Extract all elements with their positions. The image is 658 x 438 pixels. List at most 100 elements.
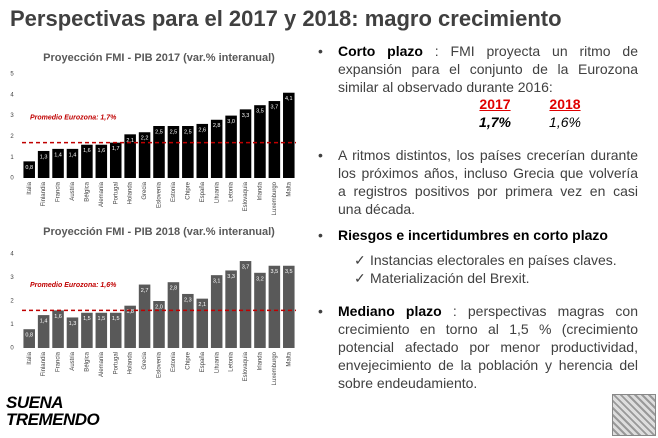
bar xyxy=(109,142,122,178)
bar xyxy=(66,317,79,348)
value-label: 0,8 xyxy=(25,165,33,171)
chart-title: Proyección FMI - PIB 2018 (var.% interan… xyxy=(43,226,275,238)
value-label: 1,6 xyxy=(83,148,91,154)
x-tick-label: Irlanda xyxy=(258,181,264,200)
value-label: 2,8 xyxy=(213,123,221,129)
value-label: 1,7 xyxy=(112,146,120,152)
forecast-value: 1,7% xyxy=(479,114,511,130)
value-label: 2,7 xyxy=(141,288,149,294)
value-label: 1,6 xyxy=(54,314,62,320)
sub-item: Instancias electorales en países claves. xyxy=(354,252,617,269)
value-label: 3,2 xyxy=(256,276,264,282)
x-tick-label: Irlanda xyxy=(258,351,264,370)
x-tick-label: Portugal xyxy=(113,352,119,374)
bar xyxy=(167,126,180,178)
bullet-text: : perspectivas magras con crecimiento en… xyxy=(338,303,638,391)
sub-item: Materialización del Brexit. xyxy=(354,270,529,287)
y-tick-label: 2 xyxy=(10,299,14,305)
y-tick-label: 3 xyxy=(10,113,14,119)
y-tick-label: 0 xyxy=(10,346,14,352)
bar xyxy=(153,126,165,178)
bar xyxy=(124,305,136,348)
x-tick-label: Italia xyxy=(27,181,33,194)
bar xyxy=(210,119,223,178)
value-label: 1,8 xyxy=(126,309,134,315)
value-label: 3,7 xyxy=(242,265,250,271)
y-tick-label: 5 xyxy=(10,72,14,78)
bullet: A ritmos distintos, los países crecerían… xyxy=(318,146,638,218)
value-label: 3,1 xyxy=(213,279,221,285)
x-tick-label: Eslovaquia xyxy=(243,181,249,211)
y-tick-label: 3 xyxy=(10,275,14,281)
x-tick-label: Francia xyxy=(56,181,62,202)
bar xyxy=(283,92,295,178)
x-tick-label: Estonia xyxy=(171,181,177,202)
bar xyxy=(138,284,151,348)
bar xyxy=(109,312,122,348)
bar xyxy=(37,150,50,178)
x-tick-label: Francia xyxy=(56,351,62,372)
bullet-term: Riesgos e incertidumbres en corto plazo xyxy=(338,227,608,243)
average-label: Promedio Eurozona: 1,7% xyxy=(30,114,117,121)
value-label: 2,1 xyxy=(198,302,206,308)
x-tick-label: Portugal xyxy=(113,182,119,204)
bullet-term: Corto plazo xyxy=(338,43,423,59)
bullet: Corto plazo : FMI proyecta un ritmo de e… xyxy=(318,42,638,96)
value-label: 1,5 xyxy=(83,316,91,322)
bar xyxy=(225,115,237,178)
value-label: 4,1 xyxy=(285,96,293,102)
value-label: 2,5 xyxy=(170,129,178,135)
bar xyxy=(81,312,93,348)
value-label: 3,5 xyxy=(271,269,279,275)
chart-title: Proyección FMI - PIB 2017 (var.% interan… xyxy=(43,52,275,64)
bar xyxy=(95,144,108,178)
x-tick-label: Austria xyxy=(70,181,76,200)
y-tick-label: 2 xyxy=(10,134,14,140)
bar xyxy=(254,272,266,348)
forecast-value: 1,6% xyxy=(549,114,581,130)
value-label: 1,4 xyxy=(40,319,48,325)
x-tick-label: Luxemburgo xyxy=(272,351,278,385)
x-tick-label: España xyxy=(200,351,206,372)
x-tick-label: Letonia xyxy=(229,351,235,371)
value-label: 3,3 xyxy=(242,113,250,119)
value-label: 1,4 xyxy=(54,152,62,158)
bar xyxy=(239,109,252,178)
x-tick-label: Italia xyxy=(27,351,33,364)
bar xyxy=(124,134,136,178)
x-tick-label: Bélgica xyxy=(84,181,90,201)
value-label: 2,6 xyxy=(198,127,206,133)
bar xyxy=(167,282,180,348)
bar xyxy=(283,265,295,348)
bullet-text: A ritmos distintos, los países crecerían… xyxy=(338,147,638,217)
bullet: Riesgos e incertidumbres en corto plazo xyxy=(318,226,638,244)
bar xyxy=(196,123,209,178)
value-label: 1,6 xyxy=(97,148,105,154)
x-tick-label: Malta xyxy=(286,351,292,366)
bar xyxy=(66,148,79,178)
x-tick-label: Holanda xyxy=(128,181,134,204)
x-tick-label: Finlandia xyxy=(41,181,47,206)
value-label: 1,5 xyxy=(112,316,120,322)
forecast-header: 2017 xyxy=(479,96,511,112)
value-label: 0,8 xyxy=(25,333,33,339)
value-label: 2,5 xyxy=(155,129,163,135)
value-label: 2,1 xyxy=(126,138,134,144)
x-tick-label: Alemania xyxy=(99,351,105,377)
value-label: 1,3 xyxy=(40,154,48,160)
value-label: 1,5 xyxy=(97,316,105,322)
bar xyxy=(37,315,50,348)
value-label: 2,2 xyxy=(141,136,149,142)
bar xyxy=(268,101,281,178)
x-tick-label: Finlandia xyxy=(41,351,47,376)
bar xyxy=(52,148,64,178)
y-tick-label: 0 xyxy=(10,176,14,182)
bar xyxy=(81,144,93,178)
value-label: 3,5 xyxy=(285,269,293,275)
bar xyxy=(23,329,35,348)
logo-line: TREMENDO xyxy=(6,410,100,429)
x-tick-label: Grecia xyxy=(142,351,148,369)
bar xyxy=(52,310,64,348)
x-tick-label: Eslovenia xyxy=(157,351,163,378)
